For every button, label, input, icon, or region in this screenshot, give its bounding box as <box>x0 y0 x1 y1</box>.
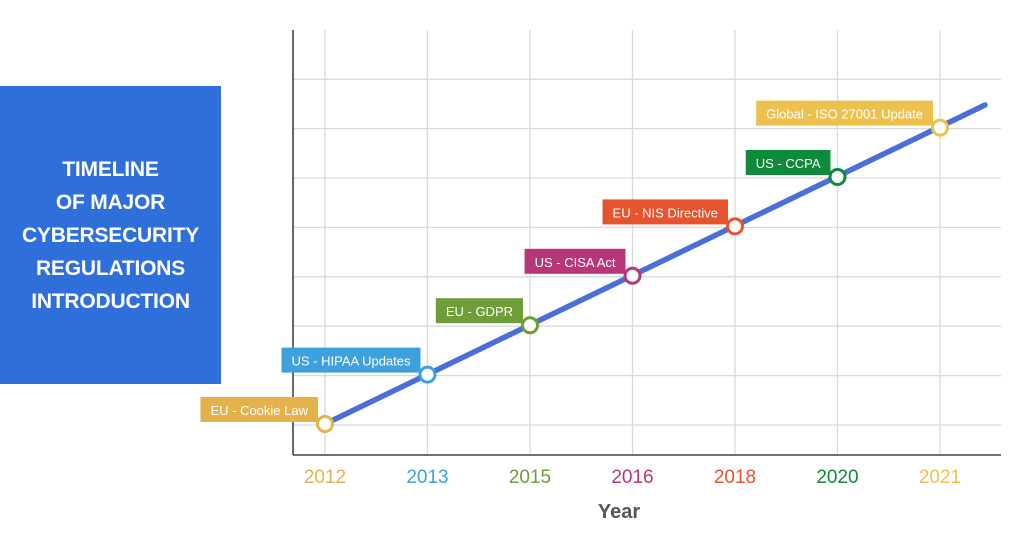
series <box>316 102 988 433</box>
event-label: US - CISA Act <box>535 255 616 270</box>
event-label-box <box>281 347 421 373</box>
chart-title: TIMELINE OF MAJOR CYBERSECURITY REGULATI… <box>16 153 205 318</box>
title-line: CYBERSECURITY <box>21 223 200 247</box>
title-line: REGULATIONS <box>35 256 186 280</box>
x-axis-title: Year <box>598 501 640 523</box>
grid <box>293 30 1001 455</box>
event-label-box <box>745 150 831 175</box>
event-marker <box>316 415 334 433</box>
event-label: EU - GDPR <box>446 304 513 319</box>
event-label: US - HIPAA Updates <box>292 354 411 369</box>
event-label-box <box>200 397 318 422</box>
event-label: US - CCPA <box>756 156 821 171</box>
title-panel: TIMELINE OF MAJOR CYBERSECURITY REGULATI… <box>0 86 221 384</box>
x-tick-label: 2015 <box>509 467 551 488</box>
x-tick-label: 2016 <box>611 467 653 488</box>
x-tick-labels: 2012 2013 2015 2016 2018 2020 2021 <box>304 467 961 488</box>
event-label-box <box>756 100 933 126</box>
event-label-box <box>435 298 523 324</box>
x-tick-label: 2020 <box>816 467 858 488</box>
title-line: INTRODUCTION <box>31 289 190 313</box>
event-annotation: US - HIPAA Updates <box>281 347 421 373</box>
x-tick-label: 2021 <box>919 467 961 488</box>
event-annotation: EU - NIS Directive <box>602 199 728 225</box>
x-tick-label: 2018 <box>714 467 756 488</box>
event-annotation: Global - ISO 27001 Update <box>756 100 933 126</box>
x-tick-label: 2012 <box>304 467 346 488</box>
axes <box>292 30 1001 456</box>
event-marker <box>931 118 949 137</box>
annotations: EU - Cookie Law US - HIPAA Updates EU - GD… <box>200 100 933 422</box>
event-label-box <box>602 199 728 225</box>
event-annotation: EU - Cookie Law <box>200 397 318 422</box>
event-label: EU - Cookie Law <box>210 403 308 418</box>
title-line: TIMELINE <box>62 157 159 181</box>
event-label: EU - NIS Directive <box>613 205 718 220</box>
event-marker <box>828 168 847 186</box>
event-label: Global - ISO 27001 Update <box>766 107 923 122</box>
event-marker <box>726 217 744 236</box>
event-marker <box>521 316 539 335</box>
title-line: OF MAJOR <box>55 190 166 214</box>
event-marker <box>623 266 642 285</box>
event-label-box <box>524 248 626 274</box>
event-annotation: US - CISA Act <box>524 248 626 274</box>
event-marker <box>418 365 437 384</box>
event-annotation: US - CCPA <box>745 150 831 175</box>
event-annotation: EU - GDPR <box>435 298 523 324</box>
x-tick-label: 2013 <box>406 467 448 488</box>
